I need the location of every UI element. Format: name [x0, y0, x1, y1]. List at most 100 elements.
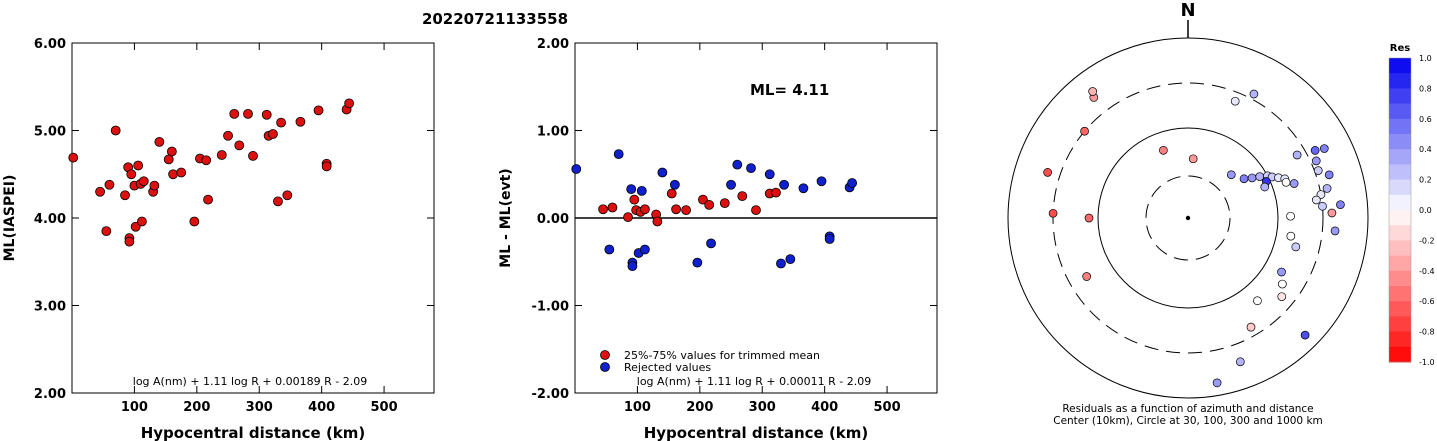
- data-point: [295, 116, 306, 127]
- station-point: [1088, 87, 1098, 96]
- colorbar-cell: [1389, 240, 1411, 257]
- trimmed-point: [737, 191, 748, 202]
- station-point: [1230, 96, 1240, 106]
- colorbar-cell: [1389, 270, 1411, 287]
- chart2-y-ticks: -2.00 -1.00 0.00 1.00 2.00: [532, 37, 937, 402]
- x-tick-label: 300: [246, 400, 273, 415]
- colorbar-tick-label: 0.8: [1419, 84, 1432, 93]
- data-point: [321, 161, 332, 172]
- colorbar-tick-label: 0.2: [1419, 176, 1432, 185]
- data-point: [137, 216, 147, 227]
- data-point: [126, 169, 137, 180]
- x-tick-label: 400: [308, 400, 335, 415]
- station-point: [1247, 173, 1257, 183]
- rejected-point: [613, 149, 624, 160]
- data-point: [130, 221, 141, 232]
- rejected-point: [816, 176, 827, 187]
- rejected-point: [692, 257, 703, 268]
- rejected-point: [732, 159, 743, 170]
- colorbar-tick-label: 0.4: [1419, 145, 1432, 154]
- rejected-point: [798, 183, 809, 194]
- x-tick-label: 100: [624, 400, 651, 415]
- rejected-point: [636, 185, 647, 196]
- trimmed-point: [681, 205, 691, 216]
- circle-300km: [1052, 82, 1324, 354]
- colorbar-cell: [1389, 88, 1411, 105]
- station-point: [1318, 201, 1327, 211]
- trimmed-point: [598, 204, 608, 215]
- station-point: [1043, 168, 1052, 177]
- colorbar-cell: [1389, 149, 1411, 165]
- colorbar-cell: [1389, 73, 1411, 89]
- data-point: [154, 136, 165, 147]
- data-point: [149, 180, 160, 191]
- chart2-x-ticks: 100 200 300 400 500: [624, 43, 901, 415]
- trimmed-point: [640, 204, 650, 215]
- station-point: [1278, 279, 1287, 289]
- colorbar-tick-label: -0.8: [1419, 328, 1435, 337]
- rejected-point: [824, 234, 835, 244]
- station-point: [1322, 184, 1332, 193]
- colorbar-tick-label: -0.2: [1419, 236, 1435, 245]
- data-point: [176, 167, 187, 178]
- y-tick-label: 4.00: [34, 212, 66, 227]
- colorbar-cell: [1389, 179, 1411, 196]
- station-point: [1319, 144, 1329, 153]
- station-point: [1289, 179, 1299, 188]
- station-point: [1300, 330, 1310, 340]
- trimmed-point: [652, 216, 663, 227]
- rejected-point: [604, 244, 615, 255]
- rejected-point: [626, 184, 637, 195]
- station-point: [1239, 174, 1249, 184]
- trimmed-point: [719, 198, 730, 209]
- colorbar-tick-label: -0.6: [1419, 297, 1435, 306]
- legend-label-rejected: Rejected values: [624, 361, 711, 374]
- trimmed-point: [671, 204, 682, 215]
- data-point: [273, 196, 283, 207]
- colorbar-cell: [1389, 255, 1411, 272]
- data-point: [133, 160, 144, 171]
- colorbar-tick-label: -0.4: [1419, 267, 1435, 276]
- data-point: [268, 129, 278, 139]
- colorbar-title: Res: [1390, 43, 1410, 54]
- station-point: [1286, 211, 1295, 221]
- colorbar-cell: [1389, 210, 1411, 226]
- station-point: [1313, 166, 1323, 175]
- data-point: [243, 108, 253, 119]
- chart-ml-iaspei: 100 200 300 400 500 2.00 3.00 4.00 5.00 6.00 log…: [2, 37, 435, 441]
- rejected-point: [706, 238, 716, 249]
- colorbar-cell: [1389, 301, 1411, 317]
- trimmed-point: [771, 187, 781, 198]
- station-point: [1080, 126, 1089, 136]
- polar-caption-line2: Center (10km), Circle at 30, 100, 300 an…: [1053, 415, 1323, 427]
- chart1-formula: log A(nm) + 1.11 log R + 0.00189 R - 2.0…: [133, 375, 367, 388]
- data-point: [168, 169, 179, 180]
- colorbar-frame: [1388, 57, 1412, 363]
- y-tick-label: 3.00: [34, 300, 66, 315]
- y-tick-label: 2.00: [34, 387, 66, 402]
- station-point: [1188, 154, 1198, 164]
- rejected-point: [764, 169, 775, 180]
- data-point: [234, 140, 245, 151]
- circle-30km: [1145, 175, 1231, 261]
- station-point: [1324, 170, 1334, 180]
- data-point: [166, 146, 177, 157]
- page-title: 20220721133558: [422, 10, 568, 28]
- trimmed-point: [607, 202, 618, 213]
- colorbar-ticks: 1.0 0.8 0.6 0.4 0.2 0.0 -0.2 -0.4 -0.6 -0.8 -1.0: [1419, 54, 1435, 367]
- y-tick-label: 6.00: [34, 37, 66, 52]
- rejected-point: [847, 178, 858, 188]
- trimmed-point: [666, 188, 677, 199]
- y-tick-label: 0.00: [537, 212, 569, 227]
- y-tick-label: -2.00: [532, 387, 569, 402]
- y-tick-label: 2.00: [537, 37, 569, 52]
- chart2-x-axis-label: Hypocentral distance (km): [644, 424, 869, 441]
- data-point: [248, 150, 258, 161]
- x-tick-label: 500: [370, 400, 397, 415]
- station-point: [1246, 322, 1256, 332]
- data-point: [101, 226, 112, 237]
- colorbar-tick-label: 0.6: [1419, 115, 1432, 124]
- station-point: [1311, 195, 1321, 205]
- chart2-y-axis-label: ML - ML(evt): [498, 168, 514, 267]
